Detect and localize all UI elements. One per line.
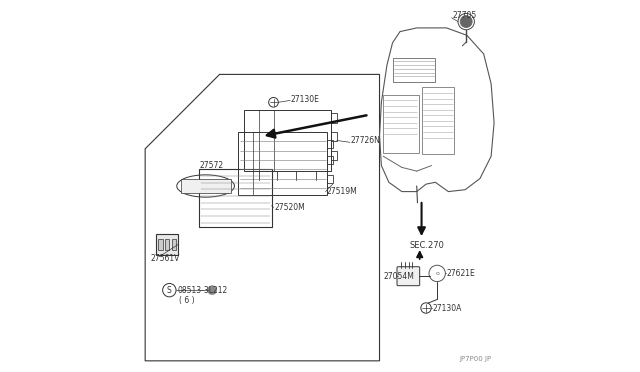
Bar [199, 169, 271, 227]
Bar [392, 58, 435, 82]
Bar [238, 132, 328, 195]
Text: 27520M: 27520M [275, 203, 305, 212]
Bar [180, 179, 231, 193]
Text: 27130E: 27130E [291, 95, 320, 104]
Circle shape [207, 286, 216, 295]
Text: 27561V: 27561V [151, 254, 180, 263]
Bar [331, 151, 337, 160]
Bar [331, 113, 337, 123]
Bar [328, 175, 333, 183]
Text: o: o [435, 271, 439, 276]
Text: SEC.270: SEC.270 [410, 241, 444, 250]
Bar [158, 239, 163, 250]
Bar [383, 95, 419, 153]
Text: 27130A: 27130A [433, 304, 462, 312]
Bar [156, 234, 178, 255]
Bar [331, 132, 337, 141]
Bar [244, 110, 331, 171]
Text: 27519M: 27519M [326, 187, 357, 196]
FancyBboxPatch shape [397, 267, 420, 286]
Text: 27726N: 27726N [351, 136, 380, 145]
Text: 27705: 27705 [452, 11, 476, 20]
Text: 27572: 27572 [199, 161, 223, 170]
Text: 08513-3L212: 08513-3L212 [178, 286, 228, 295]
Text: ( 6 ): ( 6 ) [179, 296, 195, 305]
Bar [328, 140, 333, 148]
Text: JP7P00 JP: JP7P00 JP [460, 356, 492, 362]
Bar [165, 239, 170, 250]
Bar [422, 87, 454, 154]
Bar [172, 239, 176, 250]
Bar [328, 156, 333, 164]
Text: 27054M: 27054M [384, 272, 415, 280]
Circle shape [460, 16, 472, 28]
Text: S: S [167, 286, 172, 295]
Text: 27621E: 27621E [447, 269, 476, 278]
